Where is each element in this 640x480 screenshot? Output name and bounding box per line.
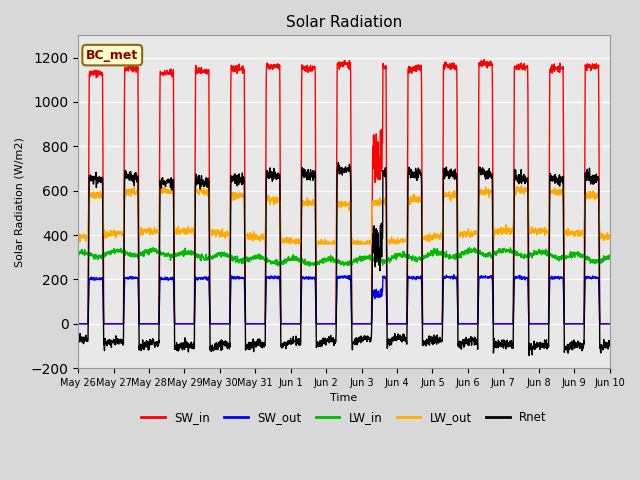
LW_in (559, 253, 567, 259)
LW_in (149, 245, 157, 251)
Line: SW_in: SW_in (78, 60, 610, 324)
SW_in (359, 321, 367, 327)
LW_in (371, 257, 379, 263)
Rnet (223, 343, 230, 349)
LW_in (306, 263, 314, 269)
Text: BC_met: BC_met (86, 48, 138, 61)
SW_in (574, 321, 582, 327)
LW_out (559, 190, 567, 196)
LW_in (74, 252, 82, 258)
SW_in (559, 64, 566, 70)
SW_in (74, 321, 82, 327)
LW_in (499, 246, 506, 252)
LW_in (606, 252, 614, 258)
Line: LW_in: LW_in (78, 248, 610, 266)
Title: Solar Radiation: Solar Radiation (286, 15, 402, 30)
SW_out (574, 321, 582, 327)
LW_out (606, 233, 614, 239)
Line: LW_out: LW_out (78, 184, 610, 244)
LW_out (287, 241, 294, 247)
Rnet (559, 174, 567, 180)
LW_in (360, 255, 367, 261)
LW_in (223, 251, 230, 257)
Rnet (574, 338, 582, 344)
SW_out (450, 272, 458, 277)
Line: Rnet: Rnet (78, 162, 610, 355)
LW_out (499, 226, 506, 232)
SW_out (359, 321, 367, 327)
SW_in (371, 143, 378, 149)
SW_out (499, 321, 506, 327)
SW_in (499, 321, 506, 327)
SW_out (223, 321, 230, 327)
SW_out (559, 275, 566, 280)
Rnet (525, 352, 533, 358)
LW_out (574, 231, 582, 237)
LW_out (74, 232, 82, 238)
LW_out (168, 181, 176, 187)
SW_in (223, 321, 230, 327)
LW_out (371, 202, 379, 207)
Legend: SW_in, SW_out, LW_in, LW_out, Rnet: SW_in, SW_out, LW_in, LW_out, Rnet (136, 407, 552, 429)
Rnet (499, 339, 506, 345)
LW_out (223, 233, 230, 239)
X-axis label: Time: Time (330, 394, 358, 404)
SW_in (480, 57, 488, 62)
Line: SW_out: SW_out (78, 275, 610, 324)
Rnet (335, 159, 342, 165)
SW_out (371, 288, 378, 293)
Rnet (371, 261, 379, 267)
Rnet (360, 336, 367, 341)
LW_in (574, 249, 582, 254)
Rnet (606, 340, 614, 346)
Rnet (74, 342, 82, 348)
SW_out (606, 321, 614, 327)
SW_in (606, 321, 614, 327)
Y-axis label: Solar Radiation (W/m2): Solar Radiation (W/m2) (15, 137, 25, 267)
SW_out (74, 321, 82, 327)
LW_out (360, 240, 367, 246)
